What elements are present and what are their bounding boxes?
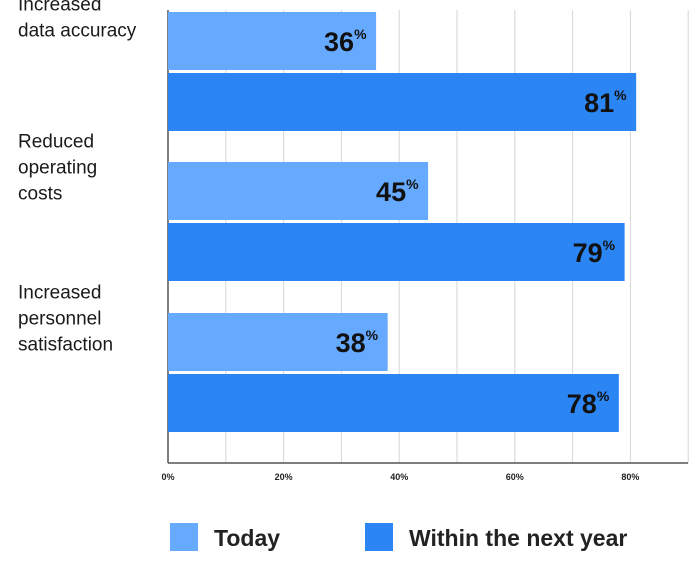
- x-tick-label: 40%: [390, 472, 408, 482]
- legend-swatch: [170, 523, 198, 551]
- x-tick-label: 60%: [506, 472, 524, 482]
- category-label-line: Increased: [18, 0, 101, 16]
- bar-today-2: [168, 313, 388, 371]
- category-label-line: operating: [18, 158, 97, 179]
- category-label: Reduced operating costs: [18, 132, 97, 205]
- category-label: Increased personnel satisfaction: [18, 283, 113, 356]
- bar-next-year-2: [168, 374, 619, 432]
- legend-label: Today: [214, 525, 280, 551]
- legend: Today Within the next year: [170, 523, 627, 551]
- bar-next-year-1: [168, 223, 625, 281]
- bar-value-unit: %: [406, 176, 419, 192]
- x-tick-label: 0%: [161, 472, 174, 482]
- bar-value-unit: %: [603, 237, 616, 253]
- bar-today-1: [168, 162, 429, 220]
- bar-value-unit: %: [614, 87, 627, 103]
- category-label-line: Increased: [18, 283, 101, 304]
- bar-value-label: 81: [584, 88, 614, 118]
- bar-value-unit: %: [354, 26, 367, 42]
- bar-next-year-0: [168, 73, 637, 131]
- x-axis-ticks: 0% 20% 40% 60% 80%: [161, 472, 639, 482]
- bars: 36 %81 %45 %79 %38 %78%: [168, 12, 637, 432]
- bar-value-label: 38: [336, 328, 366, 358]
- category-label-line: Reduced: [18, 132, 94, 153]
- x-tick-label: 80%: [621, 472, 639, 482]
- bar-value-unit: %: [366, 327, 379, 343]
- category-label: Increased data accuracy: [18, 0, 137, 42]
- bar-today-0: [168, 12, 377, 70]
- bar-value-unit: %: [597, 388, 610, 404]
- category-label-line: data accuracy: [18, 21, 137, 42]
- category-labels: Increased data accuracy Reduced operating co…: [18, 0, 137, 356]
- category-label-line: satisfaction: [18, 335, 113, 356]
- category-label-line: costs: [18, 184, 62, 205]
- bar-value-label: 36: [324, 27, 354, 57]
- bar-value-label: 79: [573, 238, 603, 268]
- bar-value-label: 78: [567, 389, 597, 419]
- bar-value-label: 45: [376, 177, 406, 207]
- category-label-line: personnel: [18, 309, 101, 330]
- legend-swatch: [365, 523, 393, 551]
- x-tick-label: 20%: [275, 472, 293, 482]
- legend-label: Within the next year: [409, 525, 627, 551]
